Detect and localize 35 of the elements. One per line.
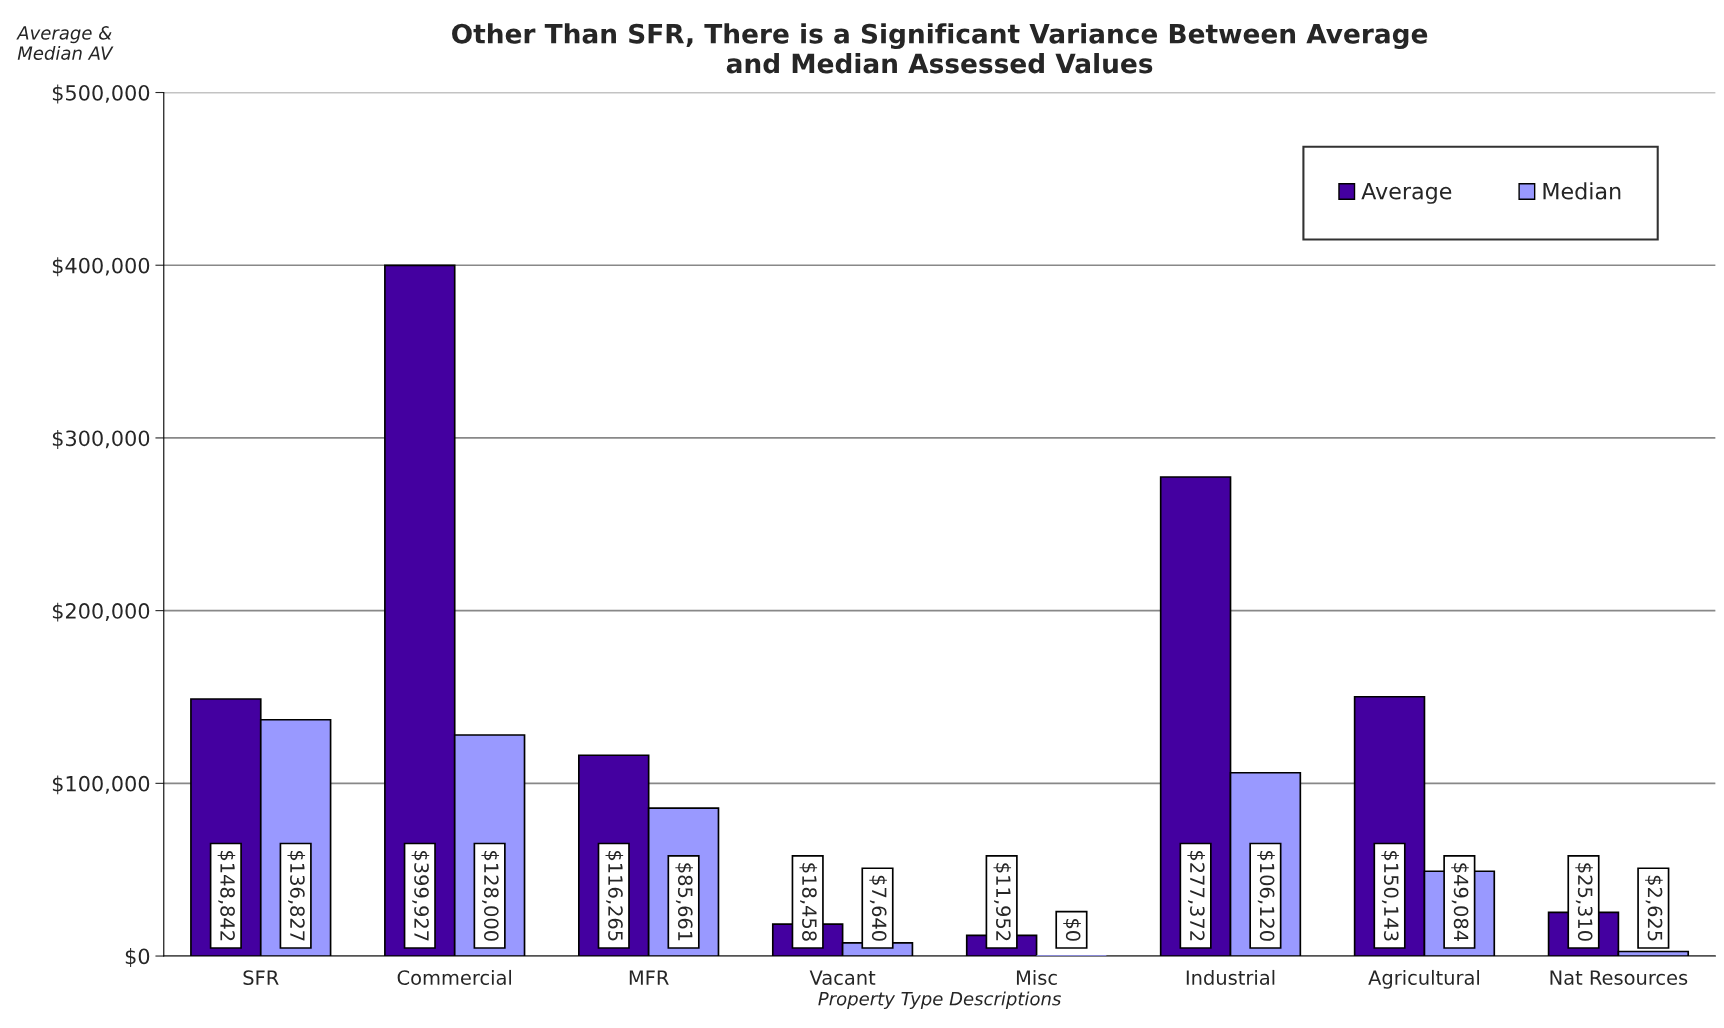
data-label: $49,084 [1451,863,1469,942]
x-tick-label: Nat Resources [1550,970,1688,985]
data-label: $150,143 [1381,850,1399,941]
data-label: $116,265 [605,850,624,941]
legend-label: Median [1543,182,1621,200]
data-label: $85,661 [675,863,693,941]
data-label: $136,827 [287,850,306,941]
data-label: $148,842 [217,850,236,941]
legend-label: Average [1361,183,1452,204]
data-label: $399,927 [411,850,430,941]
chart-title: Other Than SFR, There is a Significant Variance Between Average and Median Assessed Values [452,23,1428,74]
data-label: $11,952 [993,863,1012,941]
data-label: $106,120 [1257,850,1275,941]
x-axis-title: Property Type Descriptions [818,991,1061,1009]
y-tick-label: $300,000 [52,430,150,449]
x-tick-label: Agricultural [1368,969,1479,989]
y-tick-label: $400,000 [52,257,150,277]
x-tick-label: Misc [1016,969,1057,985]
y-axis-title: Average & Median AV [16,26,114,60]
x-tick-label: Industrial [1186,969,1275,985]
x-tick-label: MFR [629,970,669,985]
x-tick-label: Vacant [809,970,876,985]
x-tick-label: Commercial [397,969,512,985]
y-tick-label: $200,000 [52,602,150,622]
data-label: $277,372 [1187,850,1205,941]
data-label: $18,458 [799,863,818,941]
data-label: $2,625 [1645,875,1663,941]
y-tick-label: $500,000 [52,84,150,104]
data-label: $7,640 [869,875,887,941]
data-label: $128,000 [481,850,500,941]
data-label: $25,310 [1575,863,1593,941]
y-tick-label: $100,000 [52,775,150,795]
data-label: $0 [1063,919,1081,941]
x-tick-label: SFR [243,970,279,985]
y-tick-label: $0 [125,948,150,968]
